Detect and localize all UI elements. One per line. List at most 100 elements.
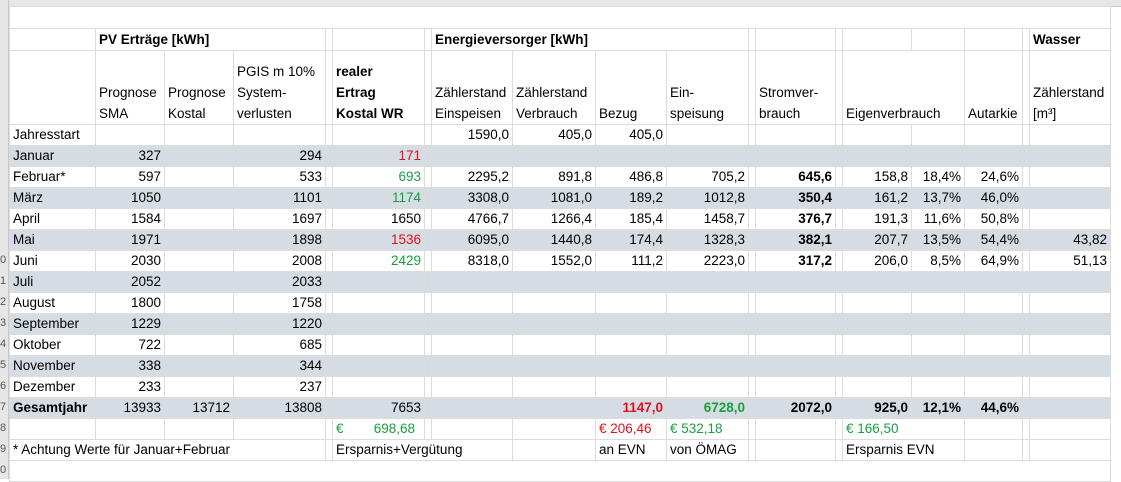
col-zs-einspeisen[interactable]: Zählerstand Einspeisen	[431, 50, 513, 125]
bezug[interactable]: 111,2	[595, 250, 667, 272]
prognose-sma[interactable]: 233	[95, 376, 165, 398]
bezug[interactable]: 189,2	[595, 187, 667, 209]
pgis[interactable]: 294	[233, 145, 326, 167]
zs-einspeisen[interactable]: 6095,0	[431, 229, 513, 251]
bezug[interactable]: 486,8	[595, 166, 667, 188]
footnote[interactable]: * Achtung Werte für Januar+Februar	[9, 439, 326, 461]
bezug[interactable]: 185,4	[595, 208, 667, 230]
total-stromverbrauch[interactable]: 2072,0	[755, 397, 836, 419]
eigenverbrauch[interactable]: 206,0	[842, 250, 912, 272]
prognose-kostal[interactable]	[164, 271, 234, 293]
ersparnis-evn-value[interactable]: € 166,50	[842, 418, 965, 440]
autarkie[interactable]	[964, 313, 1023, 335]
bezug[interactable]	[595, 313, 667, 335]
col-stromverbrauch[interactable]: Stromver-brauch	[755, 50, 836, 125]
wasser-zaehlerstand[interactable]	[1029, 292, 1111, 314]
pgis[interactable]: 1898	[233, 229, 326, 251]
stromverbrauch[interactable]	[755, 271, 836, 293]
oemag-income[interactable]: € 532,18	[666, 418, 749, 440]
start-zs-verbrauch[interactable]: 405,0	[512, 124, 596, 146]
stromverbrauch[interactable]	[755, 334, 836, 356]
col-pgis[interactable]: PGIS m 10% System-verlusten	[233, 50, 326, 125]
zs-einspeisen[interactable]	[431, 376, 513, 398]
prognose-kostal[interactable]	[164, 166, 234, 188]
zs-einspeisen[interactable]: 3308,0	[431, 187, 513, 209]
eigenverbrauch-pct[interactable]	[911, 271, 965, 293]
real-ertrag[interactable]: 1650	[332, 208, 425, 230]
pgis[interactable]: 533	[233, 166, 326, 188]
eigenverbrauch[interactable]: 158,8	[842, 166, 912, 188]
bezug[interactable]	[595, 376, 667, 398]
row-header-bar[interactable]	[0, 0, 9, 479]
col-real-ertrag[interactable]: realer Ertrag Kostal WR	[332, 50, 425, 125]
eigenverbrauch[interactable]	[842, 271, 912, 293]
prognose-kostal[interactable]	[164, 313, 234, 335]
ersparnis-verguetung-label[interactable]: Ersparnis+Vergütung	[332, 439, 513, 461]
total-einspeisung[interactable]: 6728,0	[666, 397, 749, 419]
stromverbrauch[interactable]	[755, 145, 836, 167]
evn-label[interactable]: an EVN	[595, 439, 667, 461]
total-kostal[interactable]: 13712	[164, 397, 234, 419]
prognose-kostal[interactable]	[164, 250, 234, 272]
row-number[interactable]: 4	[0, 338, 7, 350]
bezug[interactable]	[595, 271, 667, 293]
month-name[interactable]: April	[9, 208, 96, 230]
prognose-sma[interactable]: 1971	[95, 229, 165, 251]
row-number[interactable]: 8	[0, 422, 7, 434]
stromverbrauch[interactable]: 317,2	[755, 250, 836, 272]
eigenverbrauch-pct[interactable]	[911, 292, 965, 314]
einspeisung[interactable]	[666, 145, 749, 167]
pgis[interactable]: 1220	[233, 313, 326, 335]
ersparnis-evn-label[interactable]: Ersparnis EVN	[842, 439, 965, 461]
prognose-sma[interactable]: 1050	[95, 187, 165, 209]
bezug[interactable]	[595, 145, 667, 167]
stromverbrauch[interactable]	[755, 292, 836, 314]
prognose-sma[interactable]: 2030	[95, 250, 165, 272]
pgis[interactable]: 1101	[233, 187, 326, 209]
pgis[interactable]: 685	[233, 334, 326, 356]
prognose-sma[interactable]: 722	[95, 334, 165, 356]
pv-section-title[interactable]: PV Erträge [kWh]	[95, 28, 326, 51]
zs-verbrauch[interactable]: 1440,8	[512, 229, 596, 251]
einspeisung[interactable]	[666, 292, 749, 314]
total-sma[interactable]: 13933	[95, 397, 165, 419]
wasser-zaehlerstand[interactable]	[1029, 355, 1111, 377]
col-eigenverbrauch[interactable]: Eigenverbrauch	[842, 50, 965, 125]
zs-verbrauch[interactable]: 1266,4	[512, 208, 596, 230]
prognose-kostal[interactable]	[164, 187, 234, 209]
zs-verbrauch[interactable]	[512, 334, 596, 356]
autarkie[interactable]	[964, 292, 1023, 314]
eigenverbrauch[interactable]	[842, 334, 912, 356]
real-ertrag[interactable]	[332, 313, 425, 335]
zs-verbrauch[interactable]	[512, 313, 596, 335]
wasser-zaehlerstand[interactable]	[1029, 166, 1111, 188]
col-zs-verbrauch[interactable]: Zählerstand Verbrauch	[512, 50, 596, 125]
zs-einspeisen[interactable]: 8318,0	[431, 250, 513, 272]
row-number[interactable]: 0	[0, 254, 7, 266]
pgis[interactable]: 237	[233, 376, 326, 398]
einspeisung[interactable]: 705,2	[666, 166, 749, 188]
stromverbrauch[interactable]: 350,4	[755, 187, 836, 209]
real-ertrag[interactable]: 2429	[332, 250, 425, 272]
total-eigenverbrauch[interactable]: 925,0	[842, 397, 912, 419]
real-ertrag[interactable]: 1536	[332, 229, 425, 251]
wasser-zaehlerstand[interactable]: 43,82	[1029, 229, 1111, 251]
stromverbrauch[interactable]	[755, 313, 836, 335]
row-number[interactable]: 1	[0, 275, 7, 287]
month-name[interactable]: Juni	[9, 250, 96, 272]
month-name[interactable]: Dezember	[9, 376, 96, 398]
zs-einspeisen[interactable]	[431, 313, 513, 335]
total-label[interactable]: Gesamtjahr	[9, 397, 96, 419]
month-name[interactable]: Juli	[9, 271, 96, 293]
autarkie[interactable]	[964, 334, 1023, 356]
autarkie[interactable]	[964, 376, 1023, 398]
real-ertrag[interactable]: 693	[332, 166, 425, 188]
col-prognose-kostal[interactable]: Prognose Kostal	[164, 50, 234, 125]
stromverbrauch[interactable]	[755, 376, 836, 398]
einspeisung[interactable]: 1458,7	[666, 208, 749, 230]
month-name[interactable]: August	[9, 292, 96, 314]
eigenverbrauch-pct[interactable]: 13,5%	[911, 229, 965, 251]
zs-verbrauch[interactable]	[512, 145, 596, 167]
eigenverbrauch-pct[interactable]: 18,4%	[911, 166, 965, 188]
eigenverbrauch-pct[interactable]: 13,7%	[911, 187, 965, 209]
